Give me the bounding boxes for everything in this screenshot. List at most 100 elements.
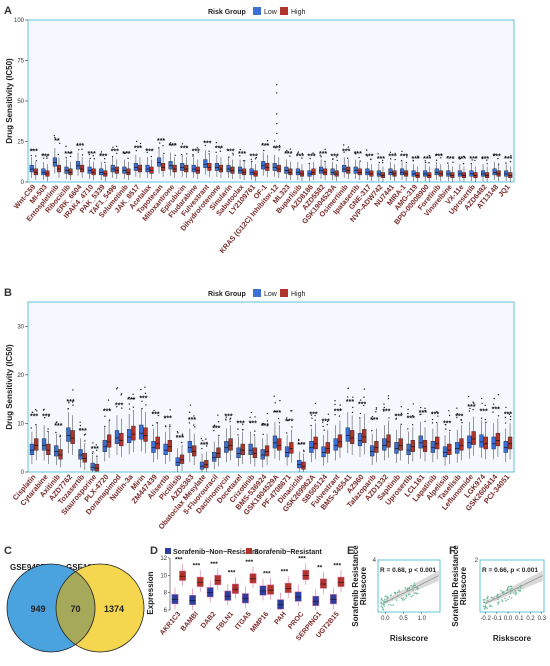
box-body (480, 170, 486, 177)
scatter-point (405, 595, 408, 598)
box-body (90, 462, 95, 471)
significance-label: *** (175, 556, 183, 563)
outlier-point (200, 437, 202, 440)
outlier-point (424, 161, 427, 164)
significance-label: *** (176, 435, 184, 442)
scatter-point (508, 596, 511, 598)
outlier-point (474, 159, 476, 162)
significance-label: ** (54, 138, 60, 145)
outlier-point (383, 410, 385, 412)
outlier-point (228, 156, 230, 158)
outlier-point (424, 160, 427, 162)
scatter-point (510, 585, 512, 588)
significance-label: *** (394, 413, 402, 420)
outlier-point (116, 387, 119, 389)
outlier-point (420, 406, 422, 409)
outlier-point (181, 441, 183, 444)
y-axis-title-a: Drug Sensitivity (IC50) (5, 58, 14, 144)
outlier-point (162, 145, 164, 147)
significance-label: *** (492, 406, 500, 413)
outlier-point (278, 422, 281, 424)
box-body (29, 164, 34, 173)
outlier-point (127, 151, 129, 153)
outlier-point (276, 122, 278, 125)
significance-label: *** (319, 151, 327, 158)
outlier-point (169, 424, 171, 426)
outlier-point (217, 414, 219, 416)
box-body (41, 168, 46, 176)
significance-label: *** (228, 569, 236, 576)
significance-label: *** (273, 146, 281, 153)
outlier-point (186, 146, 188, 149)
significance-label: *** (388, 153, 396, 160)
box-body (214, 163, 219, 171)
outlier-point (263, 149, 265, 152)
significance-label: *** (480, 408, 488, 415)
outlier-point (462, 163, 465, 165)
outlier-point (79, 424, 82, 427)
scatter-point (518, 589, 520, 592)
significance-label: *** (180, 146, 188, 153)
box-body (114, 166, 119, 174)
significance-label: *** (111, 148, 119, 155)
outlier-point (57, 153, 59, 156)
box-body (349, 430, 355, 444)
outlier-point (338, 415, 341, 417)
x-tick-label: MMP16 (249, 611, 270, 634)
significance-label: *** (431, 411, 439, 418)
outlier-point (366, 149, 368, 151)
outlier-point (497, 415, 500, 417)
outlier-point (83, 434, 86, 436)
box-body (337, 434, 343, 448)
outlier-point (144, 392, 147, 394)
outlier-point (169, 142, 172, 144)
x-tick-label: FBLN1 (215, 611, 235, 633)
y-axis-title-f-line2: Riskscore (459, 566, 468, 605)
outlier-point (239, 155, 241, 157)
box-body (369, 445, 375, 457)
box-body (179, 454, 185, 464)
box-body (171, 594, 179, 605)
box-body (253, 170, 258, 177)
outlier-point (407, 428, 409, 430)
scatter-point (405, 597, 407, 599)
significance-label: *** (346, 399, 354, 406)
box-body (313, 436, 318, 450)
box-body (277, 438, 282, 451)
significance-label: *** (64, 151, 72, 158)
outlier-point (108, 408, 111, 410)
significance-label: *** (263, 570, 271, 577)
significance-label: *** (298, 556, 306, 563)
scatter-point (508, 585, 510, 588)
outlier-point (47, 430, 49, 433)
outlier-point (448, 414, 451, 417)
box-body (342, 164, 347, 173)
outlier-point (213, 424, 216, 426)
outlier-point (475, 156, 477, 159)
box-body (87, 166, 92, 174)
outlier-point (262, 424, 264, 426)
box-body (110, 164, 115, 173)
x-axis-title-e: Riskscore (390, 634, 429, 643)
box-body (446, 170, 451, 177)
outlier-point (497, 394, 500, 396)
outlier-point (107, 399, 110, 401)
outlier-point (334, 413, 336, 416)
outlier-point (463, 155, 465, 158)
scatter-point (400, 597, 403, 600)
scatter-point (380, 598, 383, 601)
outlier-point (320, 156, 322, 158)
box-body (438, 170, 443, 177)
outlier-point (42, 153, 44, 155)
outlier-point (322, 425, 324, 428)
significance-label: *** (139, 396, 147, 403)
scatter-point (383, 600, 386, 603)
significance-label: *** (419, 410, 427, 417)
outlier-point (400, 160, 403, 162)
outlier-point (128, 396, 130, 399)
outlier-point (460, 419, 462, 421)
scatter-point (489, 605, 491, 608)
outlier-point (276, 84, 278, 86)
outlier-point (493, 154, 495, 157)
